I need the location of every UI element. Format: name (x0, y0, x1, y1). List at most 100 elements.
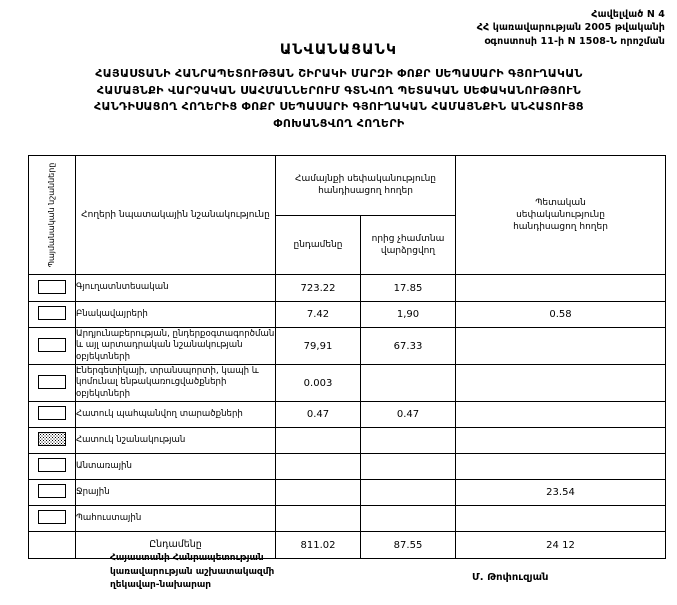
row-name: Հատուկ պահպանվող տարածքների (75, 401, 276, 428)
header-of-which-line1: որից չհամտնա (371, 233, 445, 244)
legend-symbol-cell (28, 453, 76, 480)
table-body: Գյուղատնտեսական 723.22 17.85 Բնակավայրեր… (28, 274, 666, 559)
row-name: Արդյունաբերության, ընդերքօգտագործման և ա… (75, 327, 276, 365)
header-state-line1: Պետական (535, 197, 586, 208)
legend-symbol-cell (28, 401, 76, 428)
land-allocation-table: Պայմանական նշանները Հողերի նպատակային նշ… (28, 155, 666, 559)
row-total: 723.22 (275, 274, 361, 302)
table-row: Պահուստային (28, 505, 666, 532)
header-of-which-sub: որից չհամտնա վարձրցվող (360, 214, 456, 275)
row-name: Հատուկ նշանակության (75, 427, 276, 454)
header-community-area-group: Համայնքի սեփականությունը հանդիսացող հողե… (275, 155, 456, 216)
legend-box-stipple-icon (38, 432, 66, 446)
legend-symbol-cell (28, 479, 76, 506)
legend-symbol-cell (28, 505, 76, 532)
row-name: Էներգետիկայի, տրանսպորտի, կապի և կոմունա… (75, 364, 276, 402)
table-header-row-2: ընդամենը որից չհամտնա վարձրցվող (29, 214, 666, 275)
row-total: 79,91 (275, 327, 361, 365)
table-header: Պայմանական նշանները Հողերի նպատակային նշ… (28, 155, 666, 275)
total-label: Ընդամենը (75, 531, 276, 559)
row-of-which: 67.33 (360, 327, 456, 365)
total-total: 811.02 (275, 531, 361, 559)
legend-box-icon (38, 406, 66, 420)
signatory-line-2: կառավարության աշխատակազմի (110, 566, 275, 577)
row-of-which: 0.47 (360, 401, 456, 428)
row-state (455, 505, 666, 532)
total-state: 24 12 (455, 531, 666, 559)
document-reference-block: Հավելված N 4 ՀՀ կառավարության 2005 թվակա… (375, 8, 665, 48)
row-of-which: 17.85 (360, 274, 456, 302)
legend-symbol-cell (28, 301, 76, 328)
legend-box-icon (38, 279, 66, 294)
row-name: Բնակավայրերի (75, 301, 276, 328)
row-of-which (360, 505, 456, 532)
row-state (455, 401, 666, 428)
table-row: Հատուկ նշանակության (28, 427, 666, 454)
row-of-which (360, 427, 456, 454)
row-name: Պահուստային (75, 505, 276, 532)
total-of-which: 87.55 (360, 531, 456, 559)
row-of-which: 1,90 (360, 301, 456, 328)
legend-box-icon (38, 374, 66, 389)
page-title: ԱՆՎԱՆԱՑԱՆԿ (279, 42, 398, 58)
row-state (455, 274, 666, 302)
row-name: Ջրային (75, 479, 276, 506)
table-total-row: Ընդամենը 811.02 87.55 24 12 (28, 531, 666, 559)
subtitle-line-1: ՀԱՅԱՍՏԱՆԻ ՀԱՆՐԱՊԵՏՈՒԹՅԱՆ ՇԻՐԱԿԻ ՄԱՐԶԻ ՓՈ… (95, 67, 583, 80)
document-subtitle: ՀԱՅԱՍՏԱՆԻ ՀԱՆՐԱՊԵՏՈՒԹՅԱՆ ՇԻՐԱԿԻ ՄԱՐԶԻ ՓՈ… (24, 66, 654, 133)
row-total: 0.003 (275, 364, 361, 402)
row-of-which (360, 364, 456, 402)
header-community-area-line2: հանդիսացող հողեր (318, 186, 413, 197)
table-row: Էներգետիկայի, տրանսպորտի, կապի և կոմունա… (28, 364, 666, 402)
row-state (455, 327, 666, 365)
signatory-title-block: Հայաստանի Հանրապետության կառավարության ա… (110, 552, 274, 593)
header-of-which-line2: վարձրցվող (380, 245, 436, 256)
row-total (275, 427, 361, 454)
subtitle-line-2: ՀԱՄԱՅՆՔԻ ՎԱՐՉԱԿԱՆ ՍԱՀՄԱՆՆԵՐՈՒՄ ԳՏՆՎՈՂ ՊԵ… (96, 83, 582, 97)
table-row: Հատուկ պահպանվող տարածքների 0.47 0.47 (28, 401, 666, 428)
header-community-area-line1: Համայնքի սեփականությունը (295, 174, 436, 185)
row-state: 23.54 (455, 479, 666, 506)
row-state: 0.58 (455, 301, 666, 328)
header-state-line2: սեփականությունը (516, 209, 605, 220)
row-name: Անտառային (75, 453, 276, 480)
header-symbols: Պայմանական նշանները (28, 155, 76, 275)
signatory-line-1: Հայաստանի Հանրապետության (110, 553, 264, 563)
legend-symbol-cell (28, 364, 76, 402)
row-name: Գյուղատնտեսական (75, 274, 276, 302)
signatory-line-3: ղեկավար-նախարար (110, 580, 212, 590)
subtitle-line-3: ՀԱՆԴԻՍԱՑՈՂ ՀՈՂԵՐԻՑ ՓՈՔՐ ՍԵՊԱՍԱՐԻ ԳՅՈՒՂԱԿ… (94, 100, 584, 114)
row-state (455, 427, 666, 454)
legend-box-icon (38, 510, 66, 524)
header-symbols-label: Պայմանական նշանները (46, 162, 56, 268)
row-state (455, 364, 666, 402)
legend-box-icon (38, 306, 66, 320)
table-row: Անտառային (28, 453, 666, 480)
row-total: 0.47 (275, 401, 361, 428)
table-row: Արդյունաբերության, ընդերքօգտագործման և ա… (28, 327, 666, 365)
legend-box-icon (38, 458, 66, 472)
header-state-property: Պետական սեփականությունը հանդիսացող հողեր (455, 155, 666, 275)
legend-symbol-cell (28, 274, 76, 302)
doc-ref-line-3: օգոստոսի 11-ի N 1508-Ն որոշման (484, 35, 665, 47)
row-total (275, 479, 361, 506)
table-header-row-1: Պայմանական նշանները Հողերի նպատակային նշ… (28, 155, 666, 275)
table-row: Բնակավայրերի 7.42 1,90 0.58 (28, 301, 666, 328)
doc-ref-line-2: ՀՀ կառավարության 2005 թվականի (476, 22, 665, 34)
row-total (275, 505, 361, 532)
header-land-purpose: Հողերի նպատակային նշանակությունը (75, 155, 276, 275)
row-total (275, 453, 361, 480)
row-total: 7.42 (275, 301, 361, 328)
header-total-sub: ընդամենը (275, 214, 361, 275)
signatory-name: Մ. Թոփուզյան (472, 572, 549, 583)
table-row: Ջրային 23.54 (28, 479, 666, 506)
row-state (455, 453, 666, 480)
row-of-which (360, 453, 456, 480)
table-row: Գյուղատնտեսական 723.22 17.85 (28, 274, 666, 302)
legend-box-icon (38, 337, 66, 352)
header-state-line3: հանդիսացող հողեր (513, 222, 608, 233)
legend-box-icon (38, 484, 66, 498)
legend-symbol-cell (28, 427, 76, 454)
doc-ref-line-1: Հավելված N 4 (591, 9, 665, 20)
row-of-which (360, 479, 456, 506)
